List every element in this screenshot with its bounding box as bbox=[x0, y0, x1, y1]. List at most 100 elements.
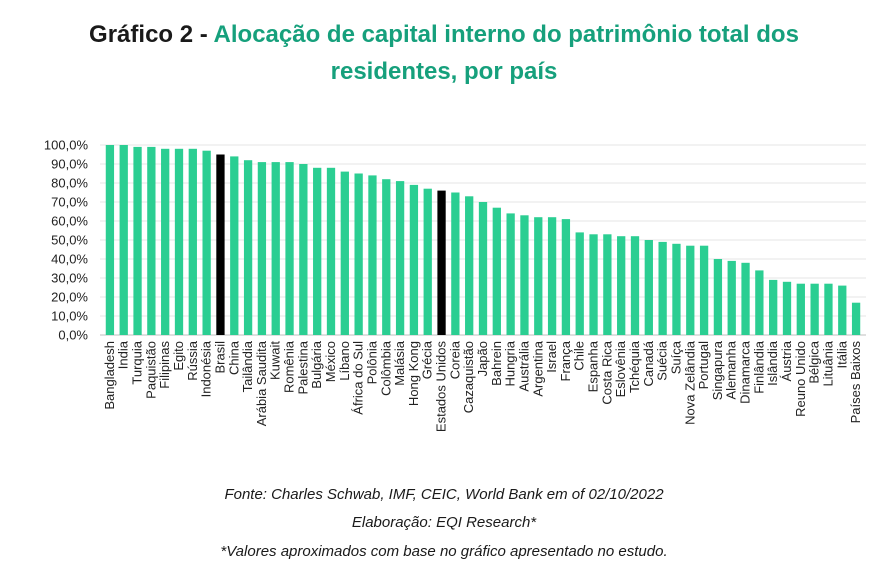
bar bbox=[713, 259, 723, 335]
bar bbox=[644, 240, 653, 335]
x-tick-label: Egito bbox=[171, 341, 186, 371]
x-tick-label: França bbox=[558, 340, 573, 381]
bar bbox=[796, 283, 805, 335]
x-tick-label: Tailândia bbox=[240, 340, 255, 392]
x-tick-label: China bbox=[226, 340, 241, 375]
x-tick-label: Islândia bbox=[765, 340, 780, 386]
x-tick-label: Japão bbox=[475, 341, 490, 376]
bar bbox=[354, 173, 363, 335]
bar bbox=[520, 215, 529, 335]
bar bbox=[589, 234, 598, 335]
bar bbox=[672, 243, 681, 335]
x-tick-label: Israel bbox=[544, 341, 559, 373]
bar bbox=[658, 241, 667, 335]
bar bbox=[174, 148, 184, 335]
x-tick-label: Espanha bbox=[586, 340, 601, 392]
x-tick-label: Tchéquia bbox=[627, 340, 642, 393]
x-tick-label: Alemanha bbox=[724, 340, 739, 399]
x-tick-label: Eslovênia bbox=[613, 340, 628, 397]
x-tick-label: Suécia bbox=[655, 340, 670, 381]
x-tick-label: Austrália bbox=[516, 340, 531, 391]
x-tick-label: Lituânia bbox=[820, 340, 835, 386]
y-tick-label: 100,0% bbox=[44, 138, 89, 153]
bar bbox=[534, 217, 543, 335]
x-tick-label: Canadá bbox=[641, 340, 656, 386]
x-tick-label: Grécia bbox=[420, 340, 435, 379]
x-tick-label: Colômbia bbox=[378, 340, 393, 396]
bar bbox=[617, 236, 626, 335]
bar bbox=[313, 167, 322, 335]
elaboration-note: Elaboração: EQI Research* bbox=[351, 514, 537, 531]
bar bbox=[575, 232, 584, 335]
x-tick-label: Líbano bbox=[337, 341, 352, 381]
bar bbox=[147, 146, 156, 335]
bar bbox=[105, 145, 115, 335]
x-tick-label: Rússia bbox=[185, 340, 200, 381]
chart-title: Gráfico 2 - Alocação de capital interno … bbox=[0, 16, 888, 90]
title-line-1: Gráfico 2 - Alocação de capital interno … bbox=[0, 16, 888, 53]
bar bbox=[202, 150, 211, 335]
x-tick-label: Reuno Unido bbox=[793, 341, 808, 417]
bar bbox=[119, 145, 128, 335]
y-tick-label: 0,0% bbox=[58, 328, 88, 343]
y-tick-label: 90,0% bbox=[51, 157, 88, 172]
x-tick-label: Turquia bbox=[130, 340, 145, 384]
bar bbox=[188, 148, 197, 335]
source-note: Fonte: Charles Schwab, IMF, CEIC, World … bbox=[224, 486, 664, 503]
bar bbox=[395, 181, 405, 335]
bar bbox=[686, 245, 695, 335]
bar bbox=[727, 260, 736, 335]
x-tick-label: Romênia bbox=[282, 340, 297, 393]
x-tick-label: Portugal bbox=[696, 341, 711, 390]
x-tick-label: Brasil bbox=[212, 341, 227, 374]
y-tick-label: 40,0% bbox=[51, 252, 88, 267]
x-tick-label: Coreia bbox=[447, 340, 462, 379]
x-tick-label: Bulgária bbox=[309, 340, 324, 388]
bar bbox=[216, 154, 225, 335]
bar bbox=[547, 217, 557, 335]
x-tick-label: Malásia bbox=[392, 340, 407, 386]
x-tick-label: Argentina bbox=[530, 340, 545, 396]
bar bbox=[838, 285, 847, 335]
disclaimer-note: *Valores aproximados com base no gráfico… bbox=[220, 543, 668, 560]
bar bbox=[382, 179, 391, 335]
x-tick-label: Bangladesh bbox=[102, 341, 117, 410]
y-tick-label: 60,0% bbox=[51, 214, 88, 229]
x-tick-label: Filipinas bbox=[157, 341, 172, 389]
bar bbox=[409, 184, 419, 335]
y-tick-label: 50,0% bbox=[51, 233, 88, 248]
bar bbox=[285, 162, 294, 335]
bar bbox=[368, 175, 377, 335]
bar bbox=[451, 192, 460, 335]
title-main: Alocação de capital interno do patrimôni… bbox=[213, 21, 799, 48]
x-tick-label: Costa Rica bbox=[599, 340, 614, 404]
bar bbox=[340, 171, 349, 335]
bar bbox=[755, 270, 764, 335]
x-tick-label: África do Sul bbox=[351, 341, 366, 415]
bar bbox=[257, 162, 267, 335]
x-tick-label: Palestina bbox=[295, 340, 310, 394]
x-tick-label: Singapura bbox=[710, 340, 725, 400]
y-tick-label: 20,0% bbox=[51, 290, 88, 305]
bar bbox=[230, 156, 239, 335]
bar bbox=[299, 164, 308, 335]
x-tick-label: Itália bbox=[834, 340, 849, 368]
bar bbox=[243, 160, 253, 335]
bar bbox=[741, 262, 750, 335]
x-tick-label: Suíça bbox=[668, 340, 683, 374]
y-tick-label: 10,0% bbox=[51, 309, 88, 324]
x-tick-label: Países Baixos bbox=[848, 341, 863, 424]
title-separator: - bbox=[193, 21, 214, 48]
y-tick-label: 80,0% bbox=[51, 176, 88, 191]
bar bbox=[769, 279, 778, 335]
x-tick-label: Estados Unidos bbox=[434, 341, 449, 433]
bar bbox=[782, 281, 792, 335]
title-line-2: residentes, por país bbox=[330, 58, 558, 85]
x-tick-label: Paquistão bbox=[143, 341, 158, 399]
y-tick-label: 70,0% bbox=[51, 195, 88, 210]
bar bbox=[506, 213, 515, 335]
bar bbox=[423, 188, 432, 335]
x-tick-label: Chile bbox=[572, 341, 587, 371]
x-tick-label: Áustria bbox=[779, 340, 794, 381]
bar bbox=[824, 283, 833, 335]
